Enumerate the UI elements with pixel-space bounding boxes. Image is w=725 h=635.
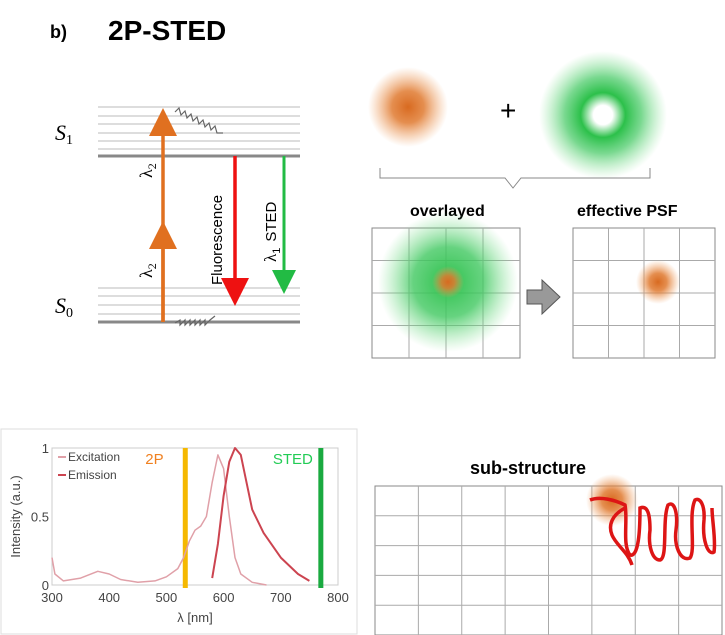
vline-label: 2P (145, 451, 163, 468)
panel-label: b) (50, 22, 67, 42)
arrow-right-icon (526, 278, 561, 316)
effective-psf-label: effective PSF (577, 203, 678, 220)
plot-area (51, 447, 339, 586)
excitation-label-lower: λ2 (136, 263, 159, 278)
y-tick-label: 1 (42, 441, 49, 456)
y-axis-label: Intensity (a.u.) (8, 475, 23, 557)
legend-entry: Excitation (68, 450, 120, 464)
vibrational-relaxation-s0-icon (174, 315, 216, 327)
spectra-chart: 300 400 500 600 700 800 0 0.5 1 λ [nm] Intensity (… (8, 441, 349, 625)
x-tick-label: 400 (98, 590, 120, 605)
chart-frame (0, 428, 358, 635)
x-tick-label: 300 (41, 590, 63, 605)
series-excitation (51, 454, 267, 586)
x-tick-label: 600 (213, 590, 235, 605)
sted-label: λ1STED (261, 201, 283, 262)
x-tick-label: 700 (270, 590, 292, 605)
fluorescence-label: Fluorescence (209, 195, 226, 285)
s1-label: S1 (55, 120, 73, 148)
substructure-filament-branch (608, 506, 634, 566)
series-emission (211, 447, 310, 582)
plus-sign: + (500, 95, 516, 126)
x-tick-label: 800 (327, 590, 349, 605)
substructure-grid (374, 485, 723, 635)
x-axis-label: λ [nm] (177, 610, 212, 625)
excitation-psf-spot (368, 67, 448, 147)
excitation-label-upper: λ2 (136, 163, 159, 178)
vibrational-relaxation-s1-icon (174, 106, 223, 134)
s0-label: S0 (55, 293, 73, 321)
effective-psf-spot (636, 260, 680, 304)
vline-label: STED (273, 451, 313, 468)
legend-entry: Emission (68, 468, 117, 482)
substructure-filament (589, 496, 717, 562)
x-tick-label: 500 (156, 590, 178, 605)
energy-levels (98, 106, 300, 324)
figure-title: 2P-STED (108, 15, 226, 46)
y-tick-label: 0 (42, 578, 49, 593)
jablonski-diagram: S1 S0 λ2 λ2 Fluorescence λ1STED (55, 106, 300, 327)
sted-donut-psf (539, 51, 667, 179)
effective-psf-grid (572, 227, 716, 359)
y-tick-label: 0.5 (31, 510, 49, 525)
brace (379, 168, 651, 189)
substructure-title: sub-structure (470, 458, 586, 478)
overlayed-excitation-spot (432, 266, 464, 298)
